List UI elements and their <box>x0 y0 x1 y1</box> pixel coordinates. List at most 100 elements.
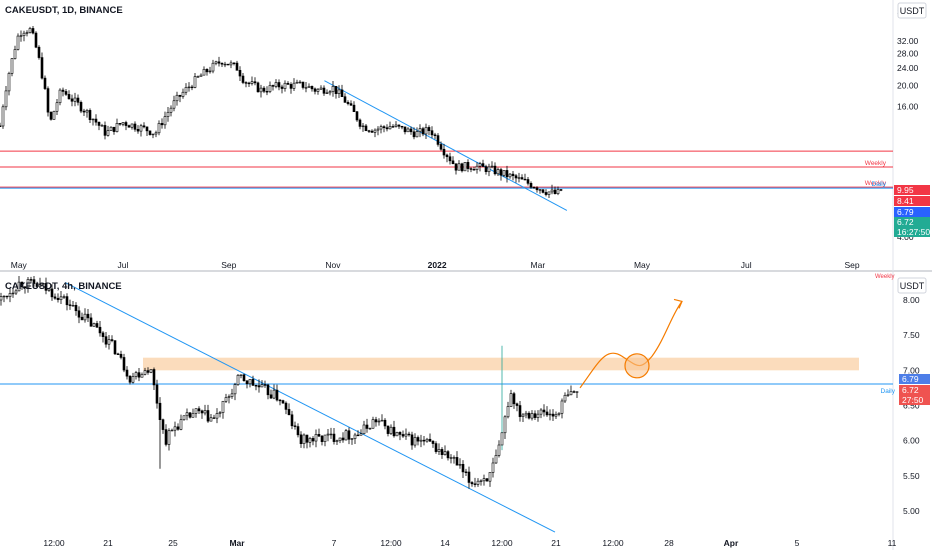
4h-y-tick-label: 6.00 <box>903 436 920 446</box>
4h-candle-body <box>545 411 549 416</box>
daily-trendline[interactable] <box>324 80 568 211</box>
4h-candle-body <box>287 409 291 416</box>
4h-candle-body <box>95 323 99 328</box>
daily-candle-body <box>61 89 65 92</box>
daily-y-tick-label: 16.00 <box>897 101 919 111</box>
daily-candle-body <box>37 46 41 58</box>
4h-candle-body <box>209 417 213 422</box>
daily-candle-body <box>265 91 269 93</box>
4h-price-axis[interactable]: 5.00 5.50 6.00 6.50 7.00 7.50 8.00 <box>903 295 920 516</box>
4h-candle-body <box>83 313 87 321</box>
daily-candle-body <box>160 123 164 126</box>
daily-candle-body <box>448 156 452 162</box>
projection-arrowhead[interactable] <box>673 298 683 309</box>
daily-candle-body <box>115 122 119 132</box>
daily-candle-body <box>280 86 284 89</box>
4h-candle-body <box>494 455 498 464</box>
daily-candle-body <box>331 85 335 92</box>
projection-circle[interactable] <box>624 353 650 379</box>
4h-candle-body <box>428 438 432 442</box>
4h-candle-body <box>461 464 465 473</box>
daily-candle-body <box>19 35 23 37</box>
daily-candle-body <box>514 175 518 179</box>
4h-candle-body <box>143 370 147 375</box>
4h-pane-trendline[interactable] <box>64 281 556 533</box>
4h-x-tick-label: 25 <box>168 538 178 548</box>
4h-candle-body <box>230 393 234 397</box>
daily-price-tag <box>894 185 930 195</box>
daily-candle-body <box>178 94 182 97</box>
daily-pane-trendline[interactable] <box>324 80 568 211</box>
4h-price-tag <box>899 374 930 384</box>
daily-candle-body <box>97 121 101 126</box>
4h-candle-body <box>536 413 540 418</box>
4h-candle-body <box>0 296 3 301</box>
4h-candle-body <box>221 400 225 413</box>
4h-trendline[interactable] <box>64 281 556 533</box>
daily-candle-body <box>511 173 515 176</box>
4h-projection-arrow[interactable] <box>579 298 683 389</box>
currency-badge-bottom[interactable] <box>897 277 927 294</box>
4h-time-axis[interactable]: 12:00 21 25 Mar 7 12:00 14 12:00 21 12:00 28 Apr 5 11 <box>43 538 896 548</box>
daily-candle-body <box>436 135 440 145</box>
daily-candle-body <box>349 103 353 106</box>
4h-candle-body <box>206 410 210 422</box>
daily-candle-body <box>145 126 149 132</box>
currency-badge[interactable] <box>897 2 927 19</box>
daily-level-label: Weekly <box>865 180 887 187</box>
4h-candle-body <box>188 412 192 418</box>
daily-candle-body <box>139 125 143 132</box>
4h-x-tick-label: 5 <box>795 538 800 548</box>
daily-candle-body <box>124 122 128 126</box>
4h-candle-body <box>404 433 408 437</box>
daily-candle-body <box>466 162 470 169</box>
daily-candle-body <box>496 169 500 175</box>
daily-candle-body <box>196 76 200 78</box>
4h-candle-body <box>182 415 186 421</box>
4h-candle-body <box>140 374 144 378</box>
daily-candle-body <box>559 189 563 191</box>
daily-candle-body <box>199 74 203 77</box>
4h-candle-body <box>422 439 426 442</box>
daily-y-tick-label: 20.00 <box>897 80 919 90</box>
4h-y-tick-label: 8.00 <box>903 295 920 305</box>
4h-candle-body <box>266 384 270 396</box>
daily-candle-body <box>439 144 443 150</box>
4h-candle-body <box>548 413 552 416</box>
daily-candle-body <box>142 125 146 128</box>
4h-candle-body <box>275 389 279 401</box>
4h-x-tick-label: 14 <box>440 538 450 548</box>
resistance-zone-rect[interactable] <box>143 357 859 371</box>
daily-candle-body <box>463 162 467 172</box>
4h-candle-body <box>14 290 18 294</box>
daily-candle-body <box>193 76 197 88</box>
4h-candle-body <box>254 385 258 387</box>
4h-candle-body <box>317 434 321 437</box>
daily-candle-body <box>73 97 77 102</box>
daily-candle-body <box>232 62 236 65</box>
4h-candle-body <box>86 313 90 319</box>
4h-candle-body <box>203 410 207 414</box>
daily-candle-body <box>220 62 224 65</box>
4h-x-tick-label: 12:00 <box>491 538 513 548</box>
4h-candle-body <box>416 437 420 442</box>
daily-candle-body <box>451 160 455 165</box>
4h-candle-body <box>167 430 171 445</box>
daily-candle-body <box>544 192 548 195</box>
4h-x-tick-label: 12:00 <box>43 538 65 548</box>
daily-candle-body <box>487 166 491 173</box>
daily-candle-body <box>244 82 248 84</box>
currency-label: USDT <box>900 6 925 16</box>
daily-y-tick-label: 28.00 <box>897 49 919 59</box>
daily-candle-body <box>64 91 68 95</box>
daily-x-tick-label: Jul <box>117 260 128 270</box>
4h-candle-body <box>155 384 159 404</box>
4h-resistance-zone[interactable] <box>143 357 859 371</box>
daily-candle-body <box>325 92 329 94</box>
daily-pane-candles <box>0 25 563 199</box>
daily-time-axis[interactable]: May Jul Sep Nov 2022 Mar May Jul Sep <box>11 260 860 270</box>
daily-candle-body <box>418 128 422 132</box>
4h-candle-body <box>509 393 513 407</box>
4h-candle-body <box>2 295 6 298</box>
4h-candle-body <box>101 332 105 337</box>
